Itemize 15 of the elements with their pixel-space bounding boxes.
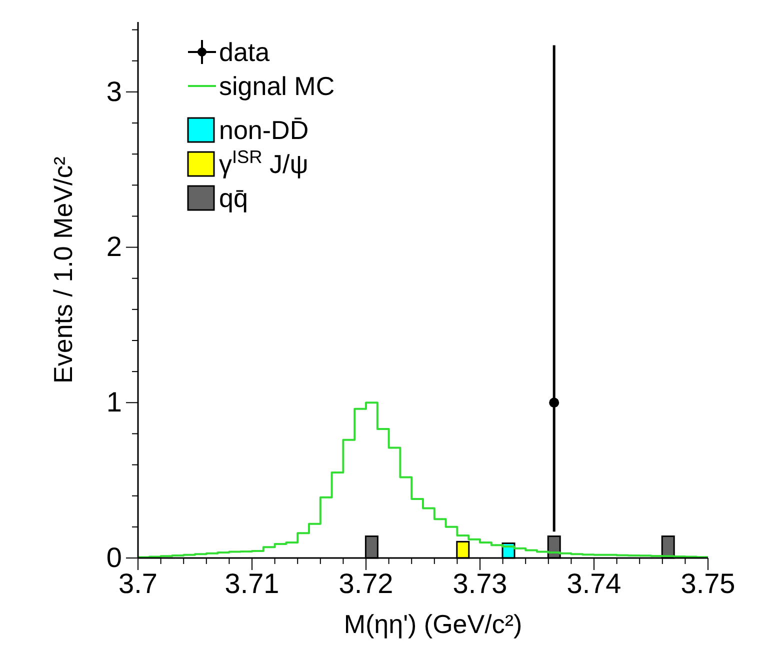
y-tick-label: 2 <box>106 231 122 262</box>
legend-label: γ$^{ISR}$ J/ψ <box>219 147 308 179</box>
x-axis-title: M(ηη') (GeV/c²) <box>344 609 522 639</box>
x-tick-label: 3.73 <box>452 568 508 599</box>
legend-label: data <box>219 37 270 67</box>
legend-label: qq̄ <box>219 183 248 213</box>
x-tick-label: 3.75 <box>680 568 736 599</box>
y-axis-title: Events / 1.0 MeV/c² <box>48 156 78 384</box>
x-tick-label: 3.74 <box>566 568 622 599</box>
y-tick-label: 1 <box>106 386 122 418</box>
legend-label: signal MC <box>219 71 335 101</box>
legend-label: non-DD̄ <box>219 115 309 145</box>
y-tick-label: 3 <box>106 76 122 107</box>
x-tick-label: 3.71 <box>224 568 280 599</box>
x-tick-label: 3.72 <box>338 568 394 599</box>
